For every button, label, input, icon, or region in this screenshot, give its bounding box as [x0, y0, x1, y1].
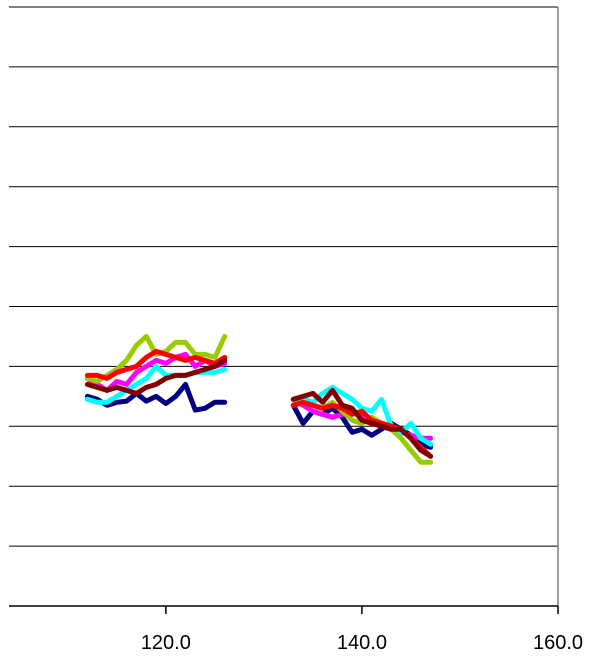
series-lines — [84, 333, 434, 465]
gridlines — [9, 6, 558, 547]
series-line-6 — [84, 357, 228, 396]
series-line-1 — [84, 381, 228, 413]
series-line-3 — [84, 333, 228, 384]
axes — [9, 7, 559, 607]
series-line-6 — [290, 387, 434, 459]
x-axis-ticks: 120.0 140.0 160.0 — [141, 606, 583, 654]
x-tick-label: 120.0 — [141, 632, 191, 654]
x-tick-label: 160.0 — [533, 632, 583, 654]
x-tick-label: 140.0 — [337, 632, 387, 654]
series-line-5 — [84, 348, 228, 381]
